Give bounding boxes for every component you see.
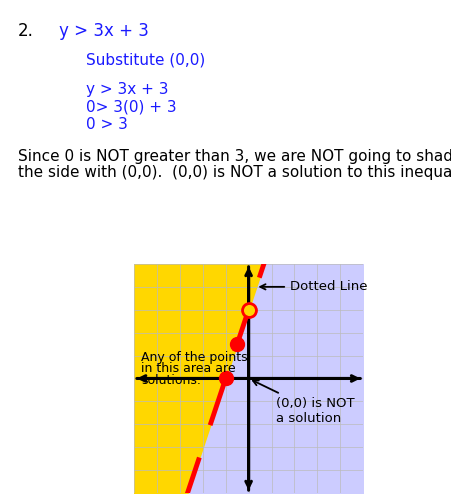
Text: 0> 3(0) + 3: 0> 3(0) + 3 — [86, 100, 176, 115]
Text: Since 0 is NOT greater than 3, we are NOT going to shade: Since 0 is NOT greater than 3, we are NO… — [18, 149, 451, 164]
Text: 2.: 2. — [18, 22, 34, 40]
Text: y > 3x + 3: y > 3x + 3 — [86, 82, 168, 97]
Text: Any of the points: Any of the points — [141, 351, 247, 364]
Text: the side with (0,0).  (0,0) is NOT a solution to this inequality.: the side with (0,0). (0,0) is NOT a solu… — [18, 165, 451, 180]
Text: (0,0) is NOT
a solution: (0,0) is NOT a solution — [253, 380, 354, 425]
Text: Substitute (0,0): Substitute (0,0) — [86, 52, 205, 67]
Text: in this area are: in this area are — [141, 363, 235, 375]
Text: y > 3x + 3: y > 3x + 3 — [59, 22, 148, 40]
Text: solutions.: solutions. — [141, 374, 200, 387]
Text: 0 > 3: 0 > 3 — [86, 117, 128, 132]
Text: Dotted Line: Dotted Line — [260, 280, 367, 293]
